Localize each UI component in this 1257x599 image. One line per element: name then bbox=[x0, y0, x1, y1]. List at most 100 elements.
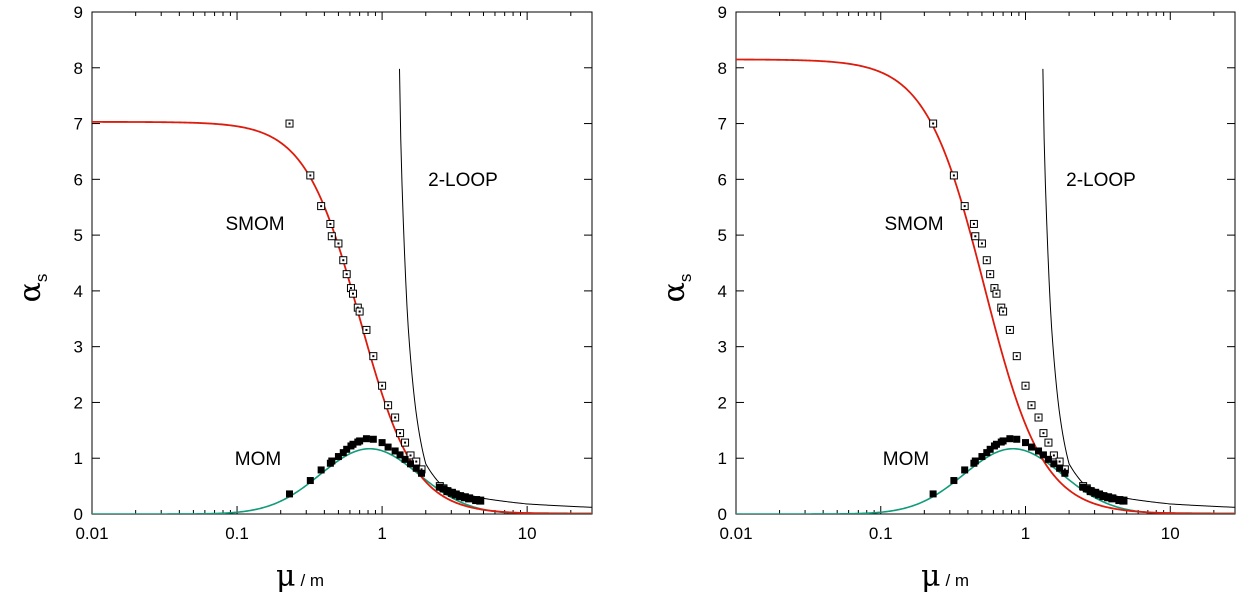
smom-point-dot bbox=[342, 259, 345, 262]
smom-point-dot bbox=[409, 454, 412, 457]
smom-point-dot bbox=[1047, 441, 1050, 444]
smom-point-dot bbox=[972, 222, 975, 225]
mom-point bbox=[384, 443, 392, 451]
x-tick-label: 0.1 bbox=[869, 524, 893, 543]
mom-point bbox=[356, 437, 364, 445]
y-tick-label: 0 bbox=[718, 505, 727, 524]
y-tick-label: 6 bbox=[718, 170, 727, 189]
mom-point bbox=[929, 490, 937, 498]
mom-point bbox=[986, 445, 994, 453]
smom-point-dot bbox=[1037, 416, 1040, 419]
plot-area bbox=[92, 68, 592, 514]
mom-point bbox=[476, 497, 484, 505]
mom-point bbox=[391, 447, 399, 455]
smom-point-dot bbox=[1030, 404, 1033, 407]
smom-point-dot bbox=[989, 273, 992, 276]
mom-point bbox=[1035, 447, 1043, 455]
y-tick-label: 1 bbox=[718, 449, 727, 468]
two-loop-curve bbox=[1042, 68, 1235, 508]
plot-frame bbox=[91, 11, 593, 515]
mom-point bbox=[1044, 455, 1052, 463]
smom-point-dot bbox=[394, 416, 397, 419]
smom-point-dot bbox=[329, 222, 332, 225]
mom-point bbox=[1108, 494, 1116, 502]
y-tick-label: 8 bbox=[718, 59, 727, 78]
smom-point-dot bbox=[974, 235, 977, 238]
smom-point-dot bbox=[288, 122, 291, 125]
mom-point bbox=[1079, 483, 1087, 491]
smom-point-dot bbox=[399, 432, 402, 435]
y-axis-label-sub: s bbox=[676, 274, 695, 283]
y-tick-label: 4 bbox=[74, 282, 83, 301]
mom-point bbox=[1006, 435, 1014, 443]
smom-point-dot bbox=[1015, 355, 1018, 358]
smom-annotation: SMOM bbox=[884, 214, 943, 235]
mom-point bbox=[461, 493, 469, 501]
mom-point bbox=[1056, 464, 1064, 472]
smom-point-dot bbox=[337, 242, 340, 245]
smom-curve bbox=[736, 58, 1235, 514]
x-tick-label: 0.1 bbox=[225, 524, 249, 543]
mom-point bbox=[443, 487, 451, 495]
mom-point bbox=[436, 483, 444, 491]
y-tick-label: 5 bbox=[74, 226, 83, 245]
mom-point bbox=[452, 490, 460, 498]
smom-point-dot bbox=[349, 287, 352, 290]
mom-point bbox=[343, 445, 351, 453]
smom-point-dot bbox=[358, 310, 361, 313]
smom-point-dot bbox=[1058, 460, 1061, 463]
panel-2: 0 1 2 3 4 5 6 7 8 9 0.01 0.1 1 10 αs μ / m SMOM MOM 2-LOOP bbox=[657, 3, 1236, 594]
mom-point bbox=[1050, 460, 1058, 468]
smom-point-dot bbox=[330, 235, 333, 238]
x-axis-label-unit: / m bbox=[300, 571, 324, 590]
mom-point bbox=[961, 466, 969, 474]
x-tick-label: 0.01 bbox=[719, 524, 752, 543]
mom-curve bbox=[92, 447, 592, 514]
x-axis-label: μ / m bbox=[276, 559, 324, 594]
y-tick-label: 3 bbox=[718, 338, 727, 357]
mom-point bbox=[306, 477, 314, 485]
mom-point bbox=[412, 464, 420, 472]
y-tick-label: 6 bbox=[74, 170, 83, 189]
y-tick-label: 7 bbox=[74, 115, 83, 134]
mom-point bbox=[978, 453, 986, 461]
smom-point-dot bbox=[963, 205, 966, 208]
smom-point-dot bbox=[309, 174, 312, 177]
plot-frame bbox=[735, 11, 1236, 515]
y-tick-label: 1 bbox=[74, 449, 83, 468]
mom-point bbox=[1104, 493, 1112, 501]
smom-point-dot bbox=[1024, 384, 1027, 387]
smom-point-dot bbox=[985, 259, 988, 262]
mom-point bbox=[286, 490, 294, 498]
x-tick-label: 10 bbox=[1161, 524, 1180, 543]
mom-point bbox=[1087, 487, 1095, 495]
x-tick-label: 1 bbox=[377, 524, 386, 543]
mom-point bbox=[1028, 443, 1036, 451]
smom-point-dot bbox=[351, 292, 354, 295]
smom-point-dot bbox=[404, 441, 407, 444]
x-tick-label: 10 bbox=[518, 524, 537, 543]
mom-point bbox=[328, 457, 336, 465]
mom-annotation: MOM bbox=[883, 449, 929, 470]
y-tick-label: 2 bbox=[718, 393, 727, 412]
y-tick-label: 9 bbox=[74, 3, 83, 22]
mom-point bbox=[439, 485, 447, 493]
smom-point-dot bbox=[420, 468, 423, 471]
smom-point-dot bbox=[1052, 454, 1055, 457]
mom-point bbox=[369, 435, 377, 443]
y-tick-label: 7 bbox=[718, 115, 727, 134]
x-tick-label: 0.01 bbox=[75, 524, 108, 543]
mom-point bbox=[349, 440, 357, 448]
y-tick-label: 8 bbox=[74, 59, 83, 78]
y-axis-label: αs bbox=[13, 274, 51, 303]
smom-point-dot bbox=[372, 355, 375, 358]
smom-point-dot bbox=[320, 205, 323, 208]
mom-point bbox=[950, 477, 958, 485]
y-tick-label: 0 bbox=[74, 505, 83, 524]
mom-point bbox=[317, 466, 325, 474]
mom-point bbox=[999, 437, 1007, 445]
mom-curve bbox=[736, 447, 1235, 514]
panel-1: 0 1 2 3 4 5 6 7 8 9 0.01 0.1 1 10 αs μ / m SMOM MOM 2-LOOP bbox=[13, 3, 593, 594]
smom-point-dot bbox=[1042, 432, 1045, 435]
y-axis-label-main: α bbox=[13, 282, 48, 302]
